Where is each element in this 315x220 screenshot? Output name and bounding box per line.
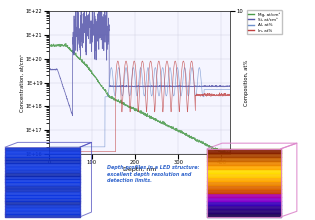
Text: Depth profiles in a LED structure:
excellent depth resolution and
detection limi: Depth profiles in a LED structure: excel… (107, 165, 200, 183)
Legend: Mg, at/cm³, Si, at/cm³, Al, at%, In, at%: Mg, at/cm³, Si, at/cm³, Al, at%, In, at% (247, 10, 282, 35)
Y-axis label: Composition, at%: Composition, at% (244, 59, 249, 106)
X-axis label: Depth, nm: Depth, nm (123, 167, 156, 172)
Y-axis label: Concentration, at/cm³: Concentration, at/cm³ (20, 53, 25, 112)
